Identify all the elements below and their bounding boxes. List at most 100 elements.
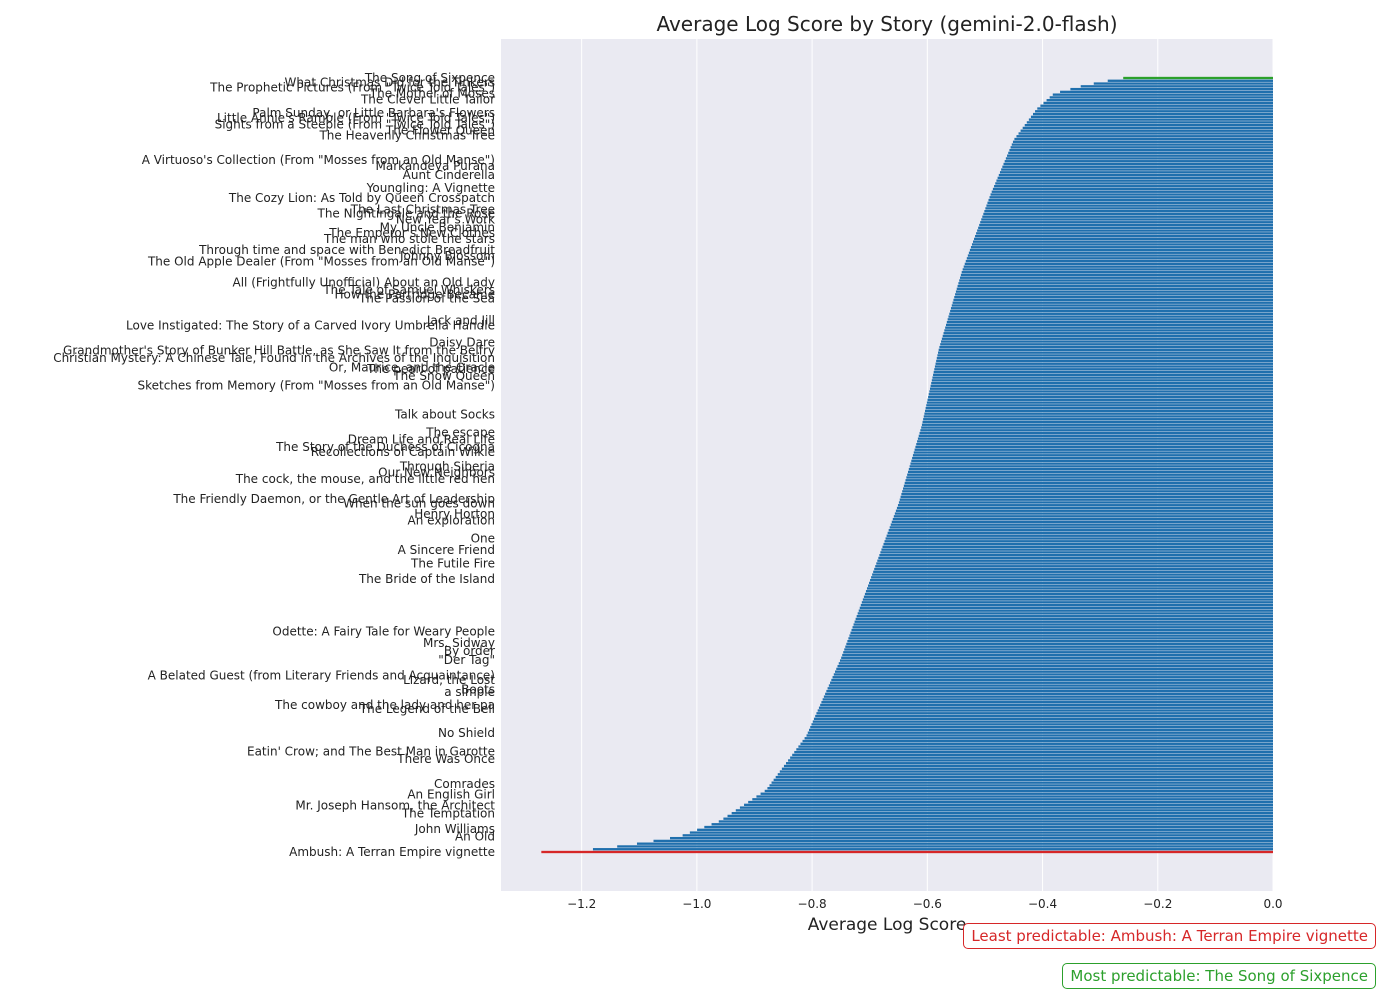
bar [914,448,1273,451]
bar [917,437,1273,440]
bar [932,376,1273,379]
bar [917,440,1273,443]
y-tick-label: Love Instigated: The Story of a Carved I… [126,319,495,333]
bar [806,734,1273,737]
chart-title: Average Log Score by Story (gemini-2.0-f… [656,12,1117,36]
bar [1035,110,1273,113]
bar [957,284,1273,288]
y-tick-label: A Virtuoso's Collection (From "Mosses fr… [142,153,495,167]
bar [773,778,1273,782]
bar [983,212,1273,216]
bar [1037,107,1273,110]
y-tick-label: The Bride of the Island [358,572,495,586]
y-tick-label: The Legend of the Bell [359,702,495,716]
bar [912,454,1273,457]
bar [931,379,1273,382]
x-tick-label: −0.8 [798,897,827,911]
bar [942,334,1273,338]
y-tick-label: The Friendly Daemon, or the Gentle Art o… [172,492,495,506]
bar [941,340,1273,343]
bar [1052,93,1273,96]
bar [895,509,1273,512]
bar [929,387,1273,390]
y-tick-label: Talk about Socks [394,408,495,422]
bar [1030,115,1273,119]
y-tick-label: There Was Once [396,752,495,766]
bar [872,573,1273,576]
bar [868,584,1273,587]
y-tick-label: Aunt Cinderella [403,168,495,182]
bar [934,368,1273,371]
bar [1028,118,1273,121]
bar [790,756,1273,759]
bar [1022,126,1273,130]
y-tick-label: Grandmother's Story of Bunker Hill Battl… [63,343,495,357]
bar [739,806,1273,809]
bar [893,515,1273,518]
y-tick-label: Mr. Joseph Hansom, the Architect [295,799,495,813]
x-axis-label: Average Log Score [808,915,967,935]
bar [844,648,1273,651]
bar [851,628,1273,632]
bar [929,390,1273,393]
bar [836,667,1273,671]
y-tick-label: The Nightingale and the Rose [317,206,496,220]
y-tick-label: The Passion of the Sea [358,292,495,306]
bar [900,495,1273,499]
bar [1012,140,1273,143]
bar [865,590,1273,593]
bar [775,775,1273,779]
bar [861,601,1273,604]
bar [912,456,1273,460]
bar [931,381,1273,385]
bar [816,712,1273,715]
bar [946,320,1273,324]
y-tick-label: All (Frightfully Unofficial) About an Ol… [233,275,496,289]
bar [848,637,1273,640]
bar [1010,146,1273,149]
bar [821,701,1273,704]
bar [781,767,1273,770]
bar [982,215,1273,218]
bar [839,659,1273,662]
bar [858,609,1273,612]
bar [831,678,1273,682]
bar [1024,123,1273,127]
bar [1040,104,1273,107]
bar [989,196,1273,199]
bar [938,351,1273,354]
x-tick-label: −1.2 [567,897,596,911]
bar [756,795,1273,798]
bar [892,517,1273,521]
y-tick-label: How the Partridge Became [334,288,495,302]
bar [798,745,1273,748]
y-tick-label: Lizard, the Lost [403,673,495,687]
bar [820,703,1273,707]
bar [969,248,1273,252]
bar [894,512,1273,515]
bar [936,359,1273,363]
bar [991,190,1273,193]
bar [968,251,1273,254]
bar [1107,79,1273,82]
y-tick-label: Sights from a Steeple (From "Twice Told … [215,117,495,131]
bar [812,720,1273,723]
bar [941,337,1273,340]
y-tick-label: Sketches from Memory (From "Mosses from … [137,378,495,392]
bar [880,551,1273,554]
y-tick-label: The Snow Queen [392,369,495,383]
bar [988,198,1273,202]
bar [823,695,1273,698]
bar [904,481,1273,485]
bar [802,739,1273,743]
bar [924,412,1273,415]
bar [870,578,1273,582]
bar [965,259,1273,263]
bar [922,420,1273,424]
bar [976,232,1273,235]
bar [1046,99,1273,102]
bar [985,207,1273,210]
y-tick-label: Or, Maurice, and the Oracle [329,360,495,374]
bar [833,673,1273,676]
y-tick-label: New Year's Work [396,213,495,227]
